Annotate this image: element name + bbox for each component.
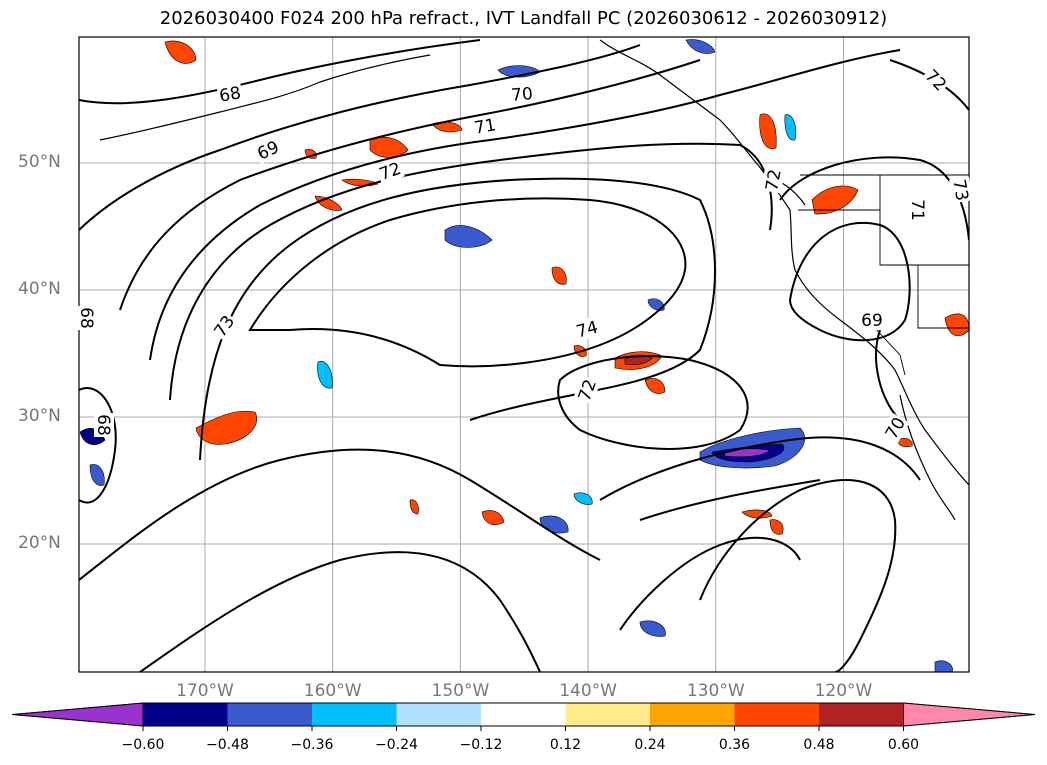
colorbar-segment: [143, 703, 228, 726]
contour-label-bg: [860, 310, 884, 330]
contour-label-bg: [920, 64, 952, 96]
contour-label: 68: [93, 414, 113, 436]
latitude-label: 30°N: [18, 406, 61, 426]
colorbar-tick-label: −0.36: [290, 737, 334, 753]
contour-label-bg: [908, 198, 928, 222]
latitude-label: 50°N: [18, 152, 61, 172]
contour-label: 69: [861, 311, 883, 331]
colorbar-extend-max: [903, 702, 1036, 727]
contour-label: 71: [907, 199, 927, 221]
colorbar-tick-label: 0.24: [634, 737, 666, 753]
colorbar-segment: [734, 703, 820, 726]
colorbar-segment: [481, 703, 566, 726]
state-borders: [798, 174, 969, 376]
map-title: 2026030400 F024 200 hPa refract., IVT La…: [159, 8, 888, 29]
coastlines: [99, 39, 969, 521]
contour-label-bg: [509, 82, 535, 106]
contour-label-bg: [471, 114, 499, 138]
colorbar-tick-label: −0.60: [121, 737, 165, 753]
latitude-label: 20°N: [18, 533, 61, 553]
contour-label: 72: [762, 168, 785, 193]
colorbar-segment: [819, 703, 904, 726]
colorbar-extend-min: [11, 702, 144, 727]
colorbar-segment: [565, 703, 651, 726]
colorbar: [11, 702, 1036, 731]
longitude-label: 140°W: [559, 681, 617, 701]
longitude-label: 150°W: [431, 681, 490, 701]
contour-label: 73: [948, 178, 971, 203]
longitude-label: 170°W: [176, 681, 234, 701]
contour-label: 68: [76, 307, 96, 329]
contour-label-bg: [77, 306, 97, 330]
contour-label-bg: [252, 135, 284, 165]
map-border: [78, 36, 970, 673]
contour-label-bg: [949, 176, 973, 204]
longitude-label: 160°W: [303, 681, 362, 701]
contour-label-bg: [208, 310, 240, 342]
contour-label-bg: [216, 82, 244, 106]
contour-label-bg: [375, 157, 405, 185]
colorbar-tick-label: 0.48: [803, 737, 835, 753]
contour-label-bg: [573, 375, 601, 405]
colorbar-tick-label: 0.60: [887, 737, 920, 753]
map-frame-bg: [79, 37, 969, 672]
contour-label-bg: [761, 166, 785, 194]
colorbar-tick-label: −0.24: [375, 737, 418, 753]
contour-label-bg: [572, 316, 602, 342]
colorbar-segment: [312, 703, 397, 726]
latitude-label: 40°N: [18, 279, 61, 299]
colorbar-tick-label: −0.12: [459, 737, 503, 753]
refractivity-contours: [79, 39, 969, 672]
colorbar-tick-label: 0.36: [718, 737, 751, 753]
contour-label-bg: [880, 412, 910, 444]
contour-label: 68: [218, 83, 243, 106]
longitude-label: 120°W: [814, 681, 873, 701]
colorbar-tick-label: 0.12: [549, 737, 582, 753]
colorbar-segment: [650, 703, 735, 726]
contour-label: 70: [510, 84, 533, 106]
colorbar-tick-label: −0.48: [206, 737, 249, 753]
longitude-label: 130°W: [686, 681, 745, 701]
colorbar-segment: [396, 703, 482, 726]
colorbar-segment: [227, 703, 313, 726]
contour-label-bg: [94, 413, 114, 437]
contour-label: 71: [473, 115, 498, 138]
